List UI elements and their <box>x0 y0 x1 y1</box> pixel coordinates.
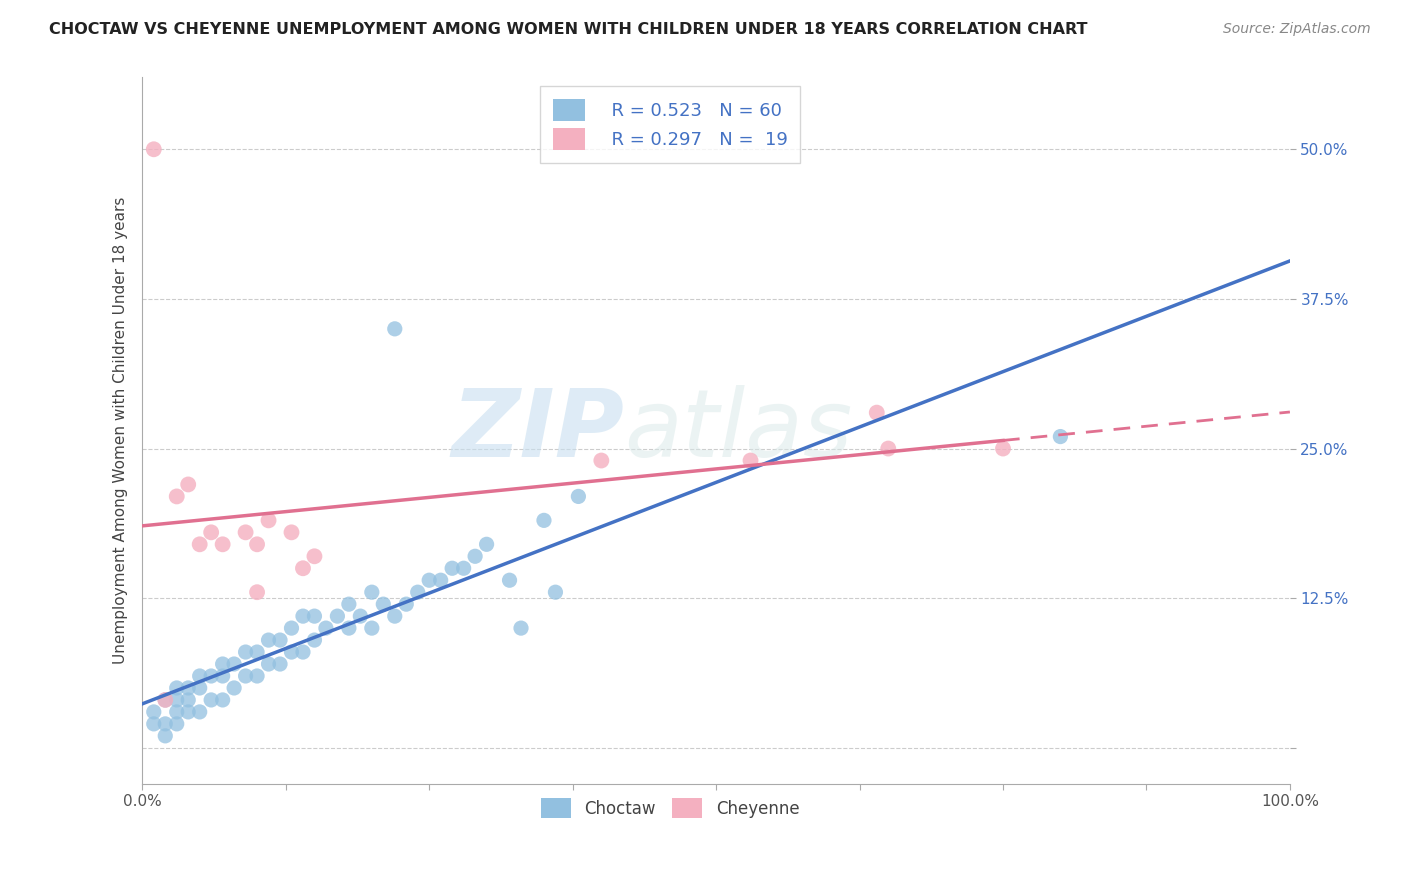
Point <box>257 657 280 671</box>
Point <box>142 142 165 156</box>
Point <box>269 657 291 671</box>
Point <box>337 621 360 635</box>
Point <box>166 681 188 695</box>
Point <box>464 549 486 564</box>
Point <box>246 537 269 551</box>
Point <box>591 453 613 467</box>
Point <box>866 406 889 420</box>
Point <box>533 513 555 527</box>
Point <box>177 705 200 719</box>
Point <box>224 657 246 671</box>
Point <box>200 525 222 540</box>
Point <box>337 597 360 611</box>
Point <box>567 490 589 504</box>
Point <box>246 669 269 683</box>
Text: CHOCTAW VS CHEYENNE UNEMPLOYMENT AMONG WOMEN WITH CHILDREN UNDER 18 YEARS CORREL: CHOCTAW VS CHEYENNE UNEMPLOYMENT AMONG W… <box>49 22 1088 37</box>
Point <box>155 693 177 707</box>
Point <box>235 669 257 683</box>
Point <box>188 705 211 719</box>
Point <box>235 645 257 659</box>
Text: ZIP: ZIP <box>451 384 624 476</box>
Point <box>142 717 165 731</box>
Point <box>188 681 211 695</box>
Point <box>360 585 382 599</box>
Point <box>257 633 280 648</box>
Point <box>315 621 337 635</box>
Y-axis label: Unemployment Among Women with Children Under 18 years: Unemployment Among Women with Children U… <box>114 197 128 665</box>
Point <box>211 657 233 671</box>
Point <box>142 705 165 719</box>
Point <box>166 693 188 707</box>
Point <box>246 645 269 659</box>
Point <box>991 442 1014 456</box>
Point <box>498 573 520 587</box>
Point <box>418 573 440 587</box>
Text: atlas: atlas <box>624 385 852 476</box>
Point <box>291 609 314 624</box>
Point <box>304 609 326 624</box>
Point <box>384 609 406 624</box>
Text: Source: ZipAtlas.com: Source: ZipAtlas.com <box>1223 22 1371 37</box>
Point <box>291 645 314 659</box>
Point <box>373 597 395 611</box>
Legend: Choctaw, Cheyenne: Choctaw, Cheyenne <box>534 791 806 825</box>
Point <box>235 525 257 540</box>
Point <box>211 669 233 683</box>
Point <box>740 453 762 467</box>
Point <box>304 549 326 564</box>
Point <box>280 525 302 540</box>
Point <box>200 693 222 707</box>
Point <box>257 513 280 527</box>
Point <box>406 585 429 599</box>
Point <box>441 561 464 575</box>
Point <box>166 705 188 719</box>
Point <box>155 717 177 731</box>
Point <box>291 561 314 575</box>
Point <box>280 645 302 659</box>
Point <box>188 669 211 683</box>
Point <box>200 669 222 683</box>
Point <box>304 633 326 648</box>
Point <box>544 585 567 599</box>
Point <box>280 621 302 635</box>
Point <box>475 537 498 551</box>
Point <box>453 561 475 575</box>
Point <box>166 490 188 504</box>
Point <box>211 693 233 707</box>
Point <box>326 609 349 624</box>
Point <box>188 537 211 551</box>
Point <box>877 442 900 456</box>
Point <box>211 537 233 551</box>
Point <box>155 729 177 743</box>
Point <box>246 585 269 599</box>
Point <box>349 609 371 624</box>
Point <box>269 633 291 648</box>
Point <box>177 477 200 491</box>
Point <box>384 322 406 336</box>
Point <box>1049 429 1071 443</box>
Point <box>510 621 533 635</box>
Point <box>224 681 246 695</box>
Point <box>155 693 177 707</box>
Point <box>429 573 451 587</box>
Point <box>177 693 200 707</box>
Point <box>166 717 188 731</box>
Point <box>395 597 418 611</box>
Point <box>177 681 200 695</box>
Point <box>360 621 382 635</box>
